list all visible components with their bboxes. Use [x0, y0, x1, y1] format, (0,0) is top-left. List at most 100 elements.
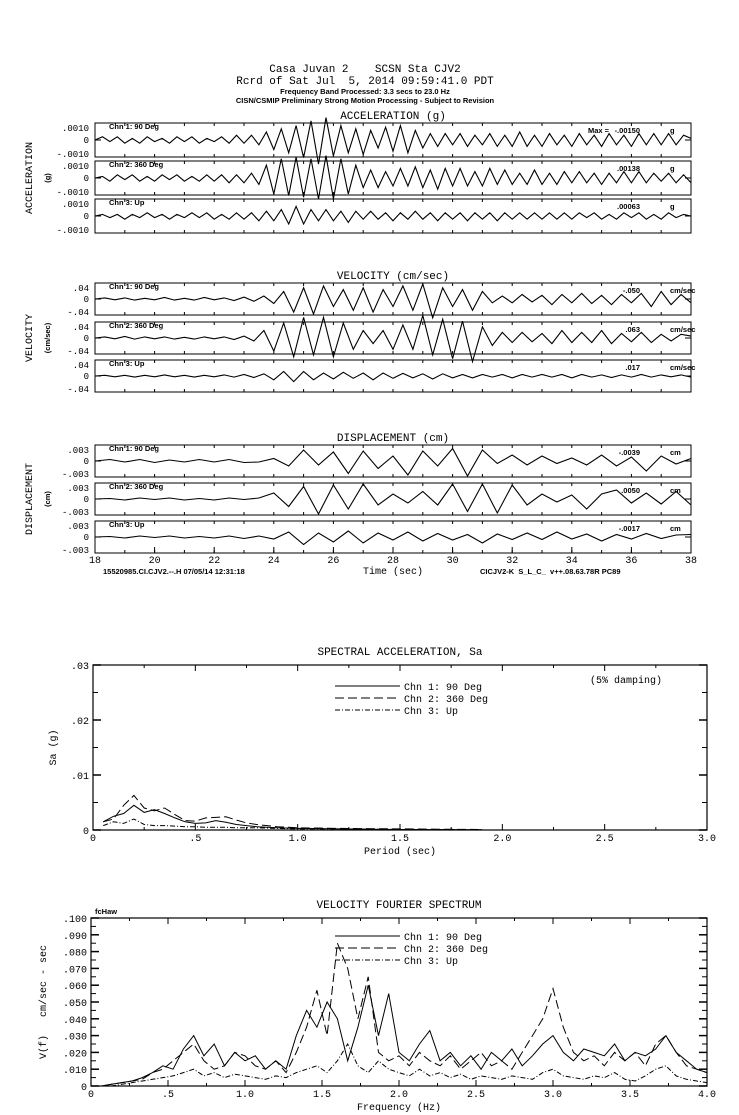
x-tick-label: 28: [387, 556, 399, 567]
y-tick-label: .100: [63, 915, 87, 926]
trace-frame: [94, 482, 692, 516]
x-tick-label: 20: [149, 556, 161, 567]
y-tick-label: 0: [84, 334, 89, 344]
peak-unit: cm: [670, 524, 681, 533]
y-tick-label: .003: [67, 484, 89, 494]
spectrum-series: [91, 943, 708, 1087]
spectrum-series: [103, 794, 482, 830]
y-axis-label: Sa (g): [48, 729, 60, 765]
y-axis-unit: (cm): [43, 491, 52, 507]
panel-title: DISPLACEMENT (cm): [337, 433, 449, 445]
peak-value: -.050: [623, 286, 640, 295]
y-tick-label: -.04: [67, 308, 89, 318]
peak-prefix: Max =: [588, 126, 610, 135]
waveform-trace: [94, 117, 692, 165]
y-tick-label: .04: [73, 323, 89, 333]
peak-unit: cm: [670, 486, 681, 495]
peak-value: .00138: [617, 164, 640, 173]
waveform-trace: [94, 282, 692, 320]
legend-label: Chn 1: 90 Deg: [404, 682, 482, 694]
processing-note: CISN/CSMIP Preliminary Strong Motion Pro…: [236, 96, 495, 105]
x-tick-label: 3.0: [544, 1090, 562, 1101]
y-tick-label: .070: [63, 965, 87, 976]
y-tick-label: .060: [63, 982, 87, 993]
peak-value: .063: [625, 325, 640, 334]
y-tick-label: -.0010: [57, 188, 89, 198]
y-tick-label: .01: [71, 772, 89, 783]
x-tick-label: 2.0: [493, 834, 511, 845]
x-tick-label: 18: [89, 556, 101, 567]
corner-label: fcHaw: [95, 907, 117, 916]
y-tick-label: -.04: [67, 385, 89, 395]
x-tick-label: 24: [268, 556, 280, 567]
peak-unit: cm/sec: [670, 286, 695, 295]
x-tick-label: 4.0: [698, 1090, 716, 1101]
panel-title: VELOCITY FOURIER SPECTRUM: [316, 900, 481, 912]
peak-value: -.00150: [615, 126, 640, 135]
waveform-trace: [94, 530, 692, 546]
y-axis-unit: (g): [43, 173, 52, 183]
legend-label: Chn 3: Up: [404, 706, 458, 718]
y-tick-label: -.0010: [57, 150, 89, 160]
peak-value: .00063: [617, 202, 640, 211]
x-tick-label: 1.0: [236, 1090, 254, 1101]
x-axis-label: Period (sec): [364, 846, 436, 858]
panel-title: ACCELERATION (g): [340, 111, 446, 123]
peak-value: -.0039: [619, 448, 640, 457]
trace-frame: [94, 359, 692, 393]
peak-value: .017: [625, 363, 640, 372]
waveform-trace: [94, 370, 692, 383]
spectrum-series: [91, 1042, 708, 1087]
channel-label: Chn 1: 90 Deg: [109, 122, 159, 131]
x-axis-label: Frequency (Hz): [357, 1102, 441, 1114]
x-tick-label: 2.5: [467, 1090, 485, 1101]
x-tick-label: 30: [447, 556, 459, 567]
y-tick-label: .003: [67, 446, 89, 456]
trace-frame: [94, 160, 692, 196]
x-tick-label: 26: [327, 556, 339, 567]
waveform-trace: [94, 155, 692, 199]
panel-title: SPECTRAL ACCELERATION, Sa: [317, 647, 482, 659]
x-tick-label: 1.0: [289, 834, 307, 845]
y-tick-label: -.003: [62, 546, 89, 556]
legend-label: Chn 2: 360 Deg: [404, 694, 488, 706]
x-tick-label: 1.5: [313, 1090, 331, 1101]
peak-unit: g: [670, 126, 675, 135]
y-tick-label: 0: [84, 295, 89, 305]
peak-value: -.0017: [619, 524, 640, 533]
x-tick-label: 3.0: [698, 834, 716, 845]
y-tick-label: 0: [84, 457, 89, 467]
y-tick-label: 0: [84, 136, 89, 146]
panel-title: VELOCITY (cm/sec): [337, 271, 449, 283]
legend-label: Chn 1: 90 Deg: [404, 932, 482, 944]
frequency-band: Frequency Band Processed: 3.3 secs to 23…: [280, 87, 450, 96]
y-tick-label: .02: [71, 717, 89, 728]
waveform-trace: [94, 482, 692, 516]
peak-value: .0050: [621, 486, 640, 495]
y-tick-label: -.003: [62, 508, 89, 518]
y-tick-label: .030: [63, 1033, 87, 1044]
channel-label: Chn 2: 360 Deg: [109, 482, 164, 491]
y-tick-label: .020: [63, 1049, 87, 1060]
y-axis-label: V(f) cm/sec - sec: [38, 945, 50, 1059]
y-tick-label: .03: [71, 662, 89, 673]
y-axis-label: VELOCITY: [25, 314, 36, 362]
y-tick-label: 0: [81, 1083, 87, 1094]
peak-unit: cm/sec: [670, 325, 695, 334]
time-axis-label: Time (sec): [363, 566, 423, 578]
footer-right: CICJV2-K S_L_C_ v++.08.63.78R PC89: [480, 567, 621, 576]
channel-label: Chn 3: Up: [109, 520, 145, 529]
x-tick-label: 34: [566, 556, 578, 567]
plot-frame: [92, 664, 708, 831]
channel-label: Chn 2: 360 Deg: [109, 321, 164, 330]
y-tick-label: .090: [63, 932, 87, 943]
channel-label: Chn 1: 90 Deg: [109, 282, 159, 291]
x-tick-label: 0: [88, 1090, 94, 1101]
y-tick-label: -.003: [62, 470, 89, 480]
waveform-trace: [94, 204, 692, 226]
legend-label: Chn 3: Up: [404, 956, 458, 968]
x-tick-label: 2.0: [390, 1090, 408, 1101]
y-tick-label: .003: [67, 522, 89, 532]
x-tick-label: .5: [162, 1090, 174, 1101]
